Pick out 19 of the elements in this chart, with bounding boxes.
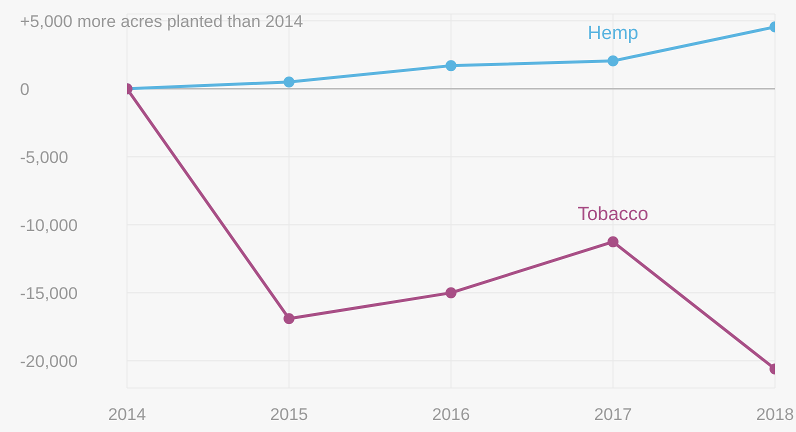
x-tick-label: 2015	[270, 405, 308, 424]
series-label: Tobacco	[578, 204, 648, 225]
point	[446, 287, 456, 298]
y-tick-label: 0	[20, 80, 30, 99]
x-tick-label: 2016	[432, 405, 470, 424]
point	[608, 55, 618, 66]
x-tick-label: 2017	[594, 405, 632, 424]
y-tick-label: -5,000	[20, 148, 68, 167]
x-tick-label: 2014	[108, 405, 146, 424]
point	[284, 313, 294, 324]
point	[608, 236, 618, 248]
y-tick-label: -10,000	[20, 216, 78, 235]
y-tick-label: -15,000	[20, 284, 78, 303]
y-tick-label: -20,000	[20, 352, 78, 371]
x-tick-label: 2018	[756, 405, 794, 424]
y-tick-label: +5,000 more acres planted than 2014	[20, 12, 304, 31]
point	[446, 60, 456, 72]
series-label: Hemp	[588, 22, 638, 44]
point	[284, 76, 294, 88]
